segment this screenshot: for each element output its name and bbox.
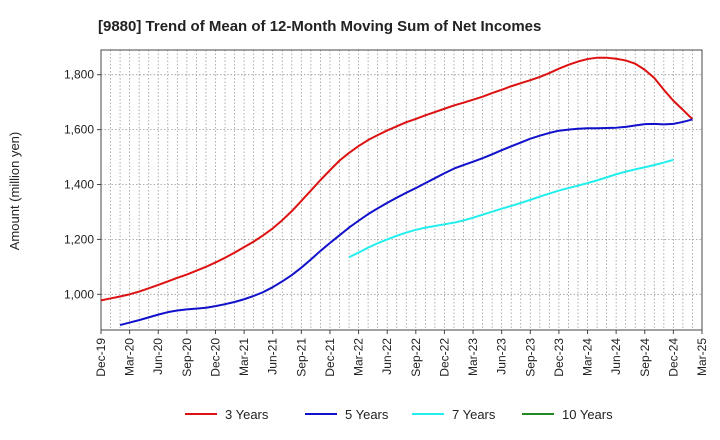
x-axis-ticks: Dec-19 Mar-20 Jun-20 Sep-20 Dec-20 Mar-21 Jun-… [94, 330, 709, 377]
legend-label: 5 Years [345, 407, 389, 422]
legend-item: 10 Years [522, 407, 613, 422]
x-tick-label: Sep-23 [523, 338, 537, 377]
x-tick-label: Dec-22 [437, 338, 451, 377]
y-axis-label: Amount (million yen) [7, 132, 22, 251]
legend-label: 10 Years [562, 407, 613, 422]
x-tick-label: Mar-22 [352, 338, 366, 376]
legend-item: 7 Years [412, 407, 496, 422]
legend-label: 7 Years [452, 407, 496, 422]
x-tick-label: Mar-25 [695, 338, 709, 376]
x-tick-label: Sep-24 [638, 338, 652, 377]
legend-label: 3 Years [225, 407, 269, 422]
chart-title: [9880] Trend of Mean of 12-Month Moving … [98, 18, 541, 35]
y-tick-label: 1,200 [64, 232, 94, 246]
x-tick-label: Jun-21 [266, 338, 280, 375]
x-tick-label: Mar-21 [237, 338, 251, 376]
y-tick-label: 1,400 [64, 178, 94, 192]
x-tick-label: Mar-23 [466, 338, 480, 376]
plot-area [100, 49, 703, 331]
y-tick-label: 1,800 [64, 68, 94, 82]
x-tick-label: Dec-19 [94, 338, 108, 377]
x-tick-label: Sep-20 [180, 338, 194, 377]
legend-item: 3 Years [185, 407, 269, 422]
x-tick-label: Jun-20 [151, 338, 165, 375]
x-tick-label: Dec-23 [552, 338, 566, 377]
x-tick-label: Jun-23 [495, 338, 509, 375]
series-line-7-years [348, 158, 674, 259]
series-line-5-years [119, 118, 693, 327]
x-tick-label: Mar-20 [123, 338, 137, 376]
x-tick-label: Dec-20 [208, 338, 222, 377]
legend-item: 5 Years [305, 407, 389, 422]
y-tick-label: 1,600 [64, 123, 94, 137]
x-tick-label: Sep-22 [409, 338, 423, 377]
x-tick-label: Jun-24 [609, 338, 623, 375]
x-tick-label: Dec-24 [666, 338, 680, 377]
series-lines [100, 56, 694, 327]
x-tick-label: Mar-24 [581, 338, 595, 376]
y-tick-label: 1,000 [64, 287, 94, 301]
y-axis-ticks: 1,000 1,200 1,400 1,600 1,800 [64, 68, 101, 301]
x-tick-label: Dec-21 [323, 338, 337, 377]
grid [101, 50, 702, 330]
x-tick-label: Sep-21 [294, 338, 308, 377]
series-line-3-years [100, 56, 694, 302]
legend: 3 Years 5 Years 7 Years 10 Years [185, 407, 613, 422]
x-tick-label: Jun-22 [380, 338, 394, 375]
